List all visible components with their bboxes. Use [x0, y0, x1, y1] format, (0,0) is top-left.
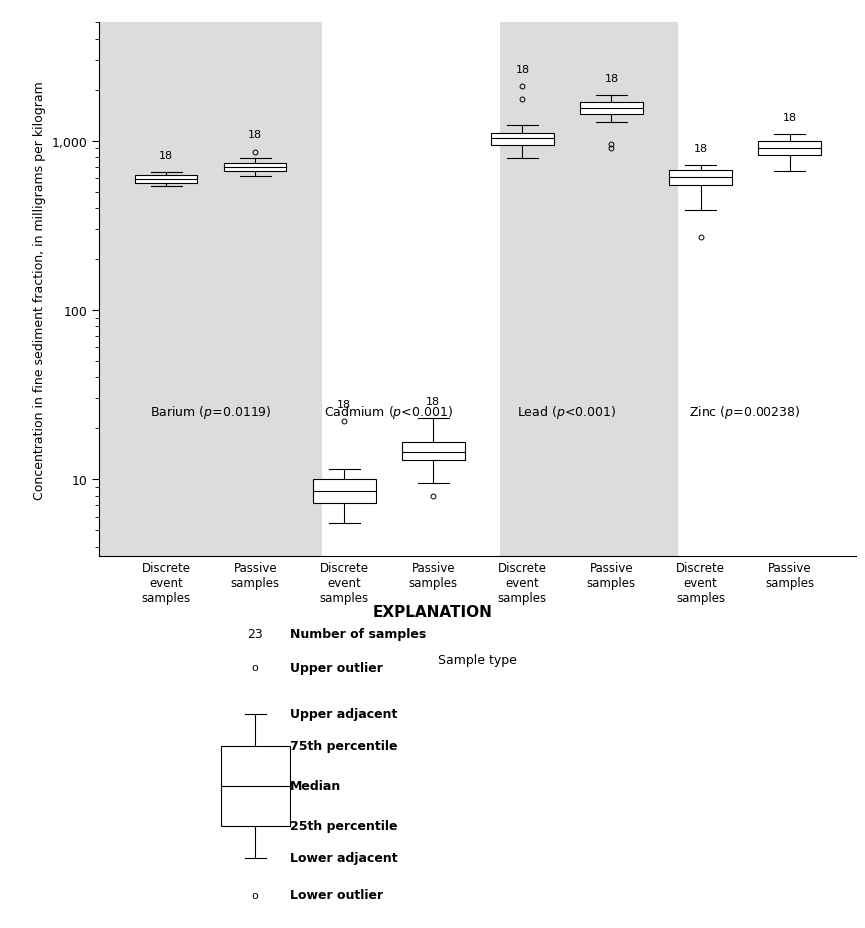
Bar — [670, 171, 732, 186]
Bar — [313, 480, 375, 504]
Text: o: o — [252, 663, 259, 673]
Text: 18: 18 — [337, 400, 351, 409]
Text: Median: Median — [290, 780, 341, 793]
Bar — [224, 163, 286, 172]
Bar — [322, 23, 500, 557]
Bar — [500, 23, 678, 557]
Text: 18: 18 — [516, 65, 529, 75]
Text: EXPLANATION: EXPLANATION — [373, 604, 492, 619]
X-axis label: Sample type: Sample type — [439, 653, 517, 666]
Bar — [135, 176, 197, 184]
Text: Lower outlier: Lower outlier — [290, 888, 383, 901]
Text: Cadmium ($p$<0.001): Cadmium ($p$<0.001) — [324, 404, 453, 421]
Text: 75th percentile: 75th percentile — [290, 740, 397, 753]
Y-axis label: Concentration in fine sediment fraction, in milligrams per kilogram: Concentration in fine sediment fraction,… — [33, 81, 46, 499]
Text: Barium ($p$=0.0119): Barium ($p$=0.0119) — [150, 404, 272, 421]
Text: Upper adjacent: Upper adjacent — [290, 708, 397, 721]
Text: Lower adjacent: Lower adjacent — [290, 851, 397, 864]
Text: Lead ($p$<0.001): Lead ($p$<0.001) — [517, 404, 617, 421]
Text: o: o — [252, 890, 259, 899]
Bar — [99, 23, 322, 557]
Bar — [402, 443, 465, 460]
Text: 18: 18 — [159, 151, 173, 161]
Bar — [580, 102, 643, 115]
Bar — [678, 23, 856, 557]
Text: 18: 18 — [783, 113, 797, 122]
Text: Zinc ($p$=0.00238): Zinc ($p$=0.00238) — [689, 404, 801, 421]
Text: 18: 18 — [426, 396, 440, 406]
Text: Number of samples: Number of samples — [290, 627, 426, 640]
Bar — [221, 746, 290, 826]
Text: 18: 18 — [605, 74, 618, 84]
Bar — [759, 141, 821, 156]
Text: 18: 18 — [694, 144, 708, 153]
Text: 23: 23 — [247, 627, 263, 640]
Bar — [491, 134, 554, 146]
Text: Upper outlier: Upper outlier — [290, 661, 382, 674]
Text: 25th percentile: 25th percentile — [290, 819, 397, 832]
Text: 18: 18 — [248, 130, 262, 140]
